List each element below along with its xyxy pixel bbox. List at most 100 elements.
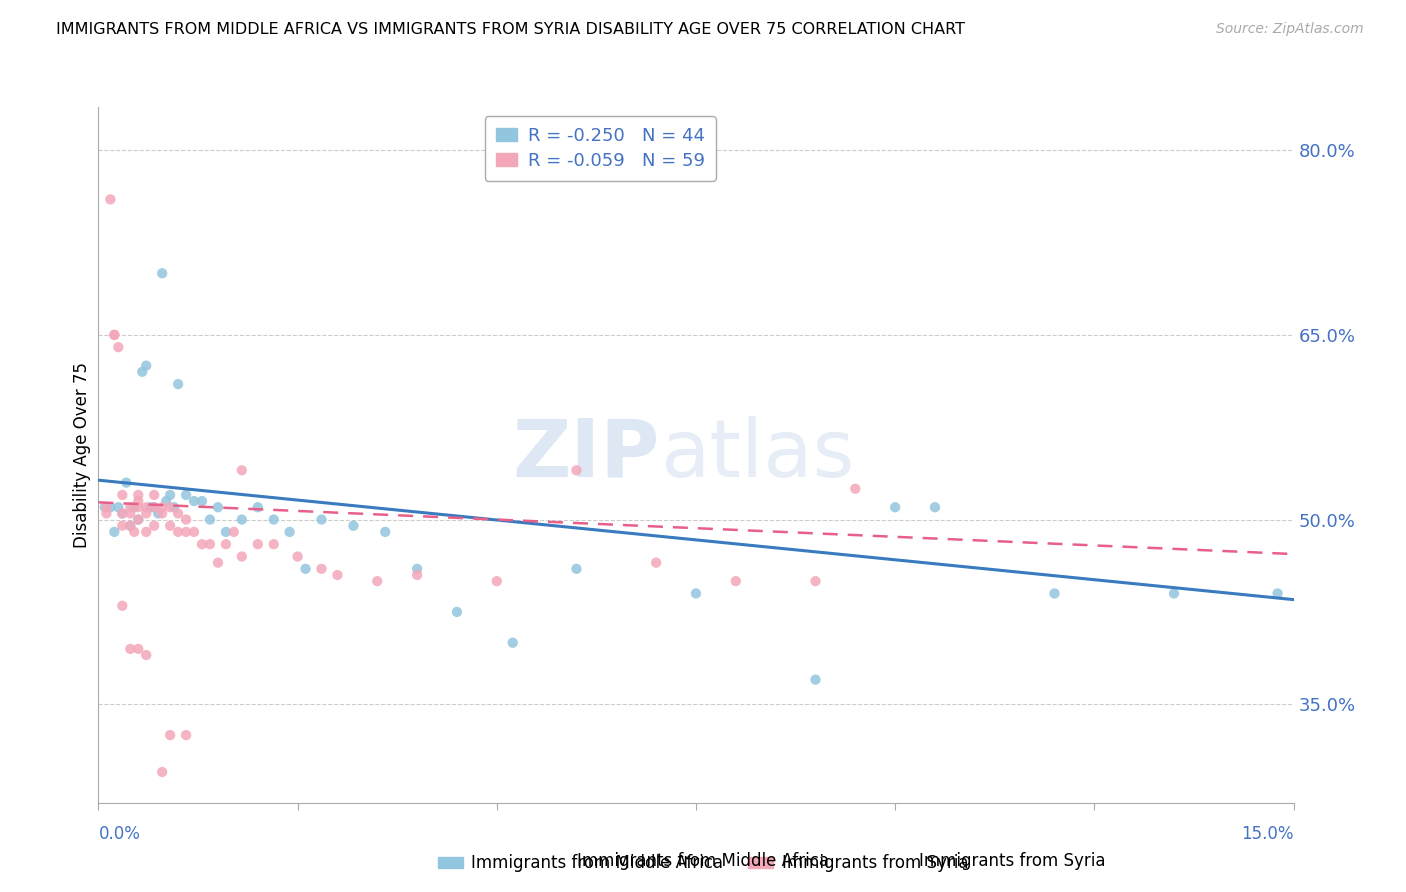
Point xyxy=(159,488,181,502)
Point xyxy=(127,512,149,526)
Point xyxy=(342,518,364,533)
Point xyxy=(135,359,157,373)
Point xyxy=(100,500,122,515)
Point xyxy=(645,556,668,570)
Point xyxy=(246,537,269,551)
Point xyxy=(124,500,146,515)
Point xyxy=(231,549,253,564)
Point xyxy=(485,574,508,589)
Point xyxy=(150,266,173,280)
Text: ZIP: ZIP xyxy=(513,416,661,494)
Point xyxy=(884,500,907,515)
Point xyxy=(198,512,221,526)
Point xyxy=(111,507,134,521)
Point xyxy=(163,500,186,515)
Point xyxy=(135,500,157,515)
Point xyxy=(1163,586,1185,600)
Point xyxy=(207,556,229,570)
Point xyxy=(406,568,429,582)
Point xyxy=(111,507,134,521)
Y-axis label: Disability Age Over 75: Disability Age Over 75 xyxy=(73,362,91,548)
Point xyxy=(326,568,349,582)
Point xyxy=(127,500,149,515)
Point xyxy=(565,463,588,477)
Point xyxy=(406,562,429,576)
Point xyxy=(127,488,149,502)
Point xyxy=(294,562,316,576)
Point xyxy=(143,500,166,515)
Point xyxy=(159,728,181,742)
Point xyxy=(124,524,146,539)
Point xyxy=(135,507,157,521)
Point xyxy=(127,512,149,526)
Point xyxy=(198,537,221,551)
Point xyxy=(115,475,138,490)
Point xyxy=(150,764,173,779)
Point xyxy=(183,494,205,508)
Point xyxy=(191,537,214,551)
Point xyxy=(107,340,129,354)
Point xyxy=(246,500,269,515)
Point xyxy=(103,327,125,342)
Text: 0.0%: 0.0% xyxy=(98,825,141,843)
Point xyxy=(155,494,177,508)
Point xyxy=(120,507,142,521)
Point xyxy=(159,500,181,515)
Point xyxy=(278,524,301,539)
Point xyxy=(844,482,866,496)
Point xyxy=(96,507,118,521)
Point xyxy=(167,377,190,392)
Point xyxy=(207,500,229,515)
Text: IMMIGRANTS FROM MIDDLE AFRICA VS IMMIGRANTS FROM SYRIA DISABILITY AGE OVER 75 CO: IMMIGRANTS FROM MIDDLE AFRICA VS IMMIGRA… xyxy=(56,22,966,37)
Point xyxy=(174,488,197,502)
Point xyxy=(111,518,134,533)
Text: Source: ZipAtlas.com: Source: ZipAtlas.com xyxy=(1216,22,1364,37)
Point xyxy=(222,524,245,539)
Point xyxy=(804,574,827,589)
Point xyxy=(100,193,122,207)
Point xyxy=(924,500,946,515)
Point xyxy=(143,518,166,533)
Point xyxy=(502,636,524,650)
Point xyxy=(120,518,142,533)
Point xyxy=(111,488,134,502)
Point xyxy=(263,537,285,551)
Point xyxy=(159,518,181,533)
Point xyxy=(565,562,588,576)
Point xyxy=(374,524,396,539)
Point xyxy=(103,524,125,539)
Point xyxy=(1267,586,1289,600)
Text: atlas: atlas xyxy=(661,416,855,494)
Point xyxy=(724,574,747,589)
Point xyxy=(139,500,162,515)
Point xyxy=(167,524,190,539)
Point xyxy=(131,365,153,379)
Point xyxy=(107,500,129,515)
Legend: R = -0.250   N = 44, R = -0.059   N = 59: R = -0.250 N = 44, R = -0.059 N = 59 xyxy=(485,116,716,181)
Point xyxy=(150,500,173,515)
Point xyxy=(174,728,197,742)
Text: Immigrants from Middle Africa: Immigrants from Middle Africa xyxy=(576,852,830,870)
Point xyxy=(183,524,205,539)
Point xyxy=(127,641,149,656)
Point xyxy=(111,599,134,613)
Point xyxy=(231,463,253,477)
Point xyxy=(96,500,118,515)
Point xyxy=(150,507,173,521)
Point xyxy=(143,500,166,515)
Point xyxy=(366,574,388,589)
Point xyxy=(103,327,125,342)
Point xyxy=(135,648,157,662)
Point xyxy=(120,500,142,515)
Point xyxy=(263,512,285,526)
Point xyxy=(148,507,170,521)
Point xyxy=(685,586,707,600)
Text: Immigrants from Syria: Immigrants from Syria xyxy=(920,852,1105,870)
Point xyxy=(120,518,142,533)
Point xyxy=(1043,586,1066,600)
Point xyxy=(215,524,238,539)
Point xyxy=(174,524,197,539)
Text: 15.0%: 15.0% xyxy=(1241,825,1294,843)
Point xyxy=(446,605,468,619)
Point xyxy=(231,512,253,526)
